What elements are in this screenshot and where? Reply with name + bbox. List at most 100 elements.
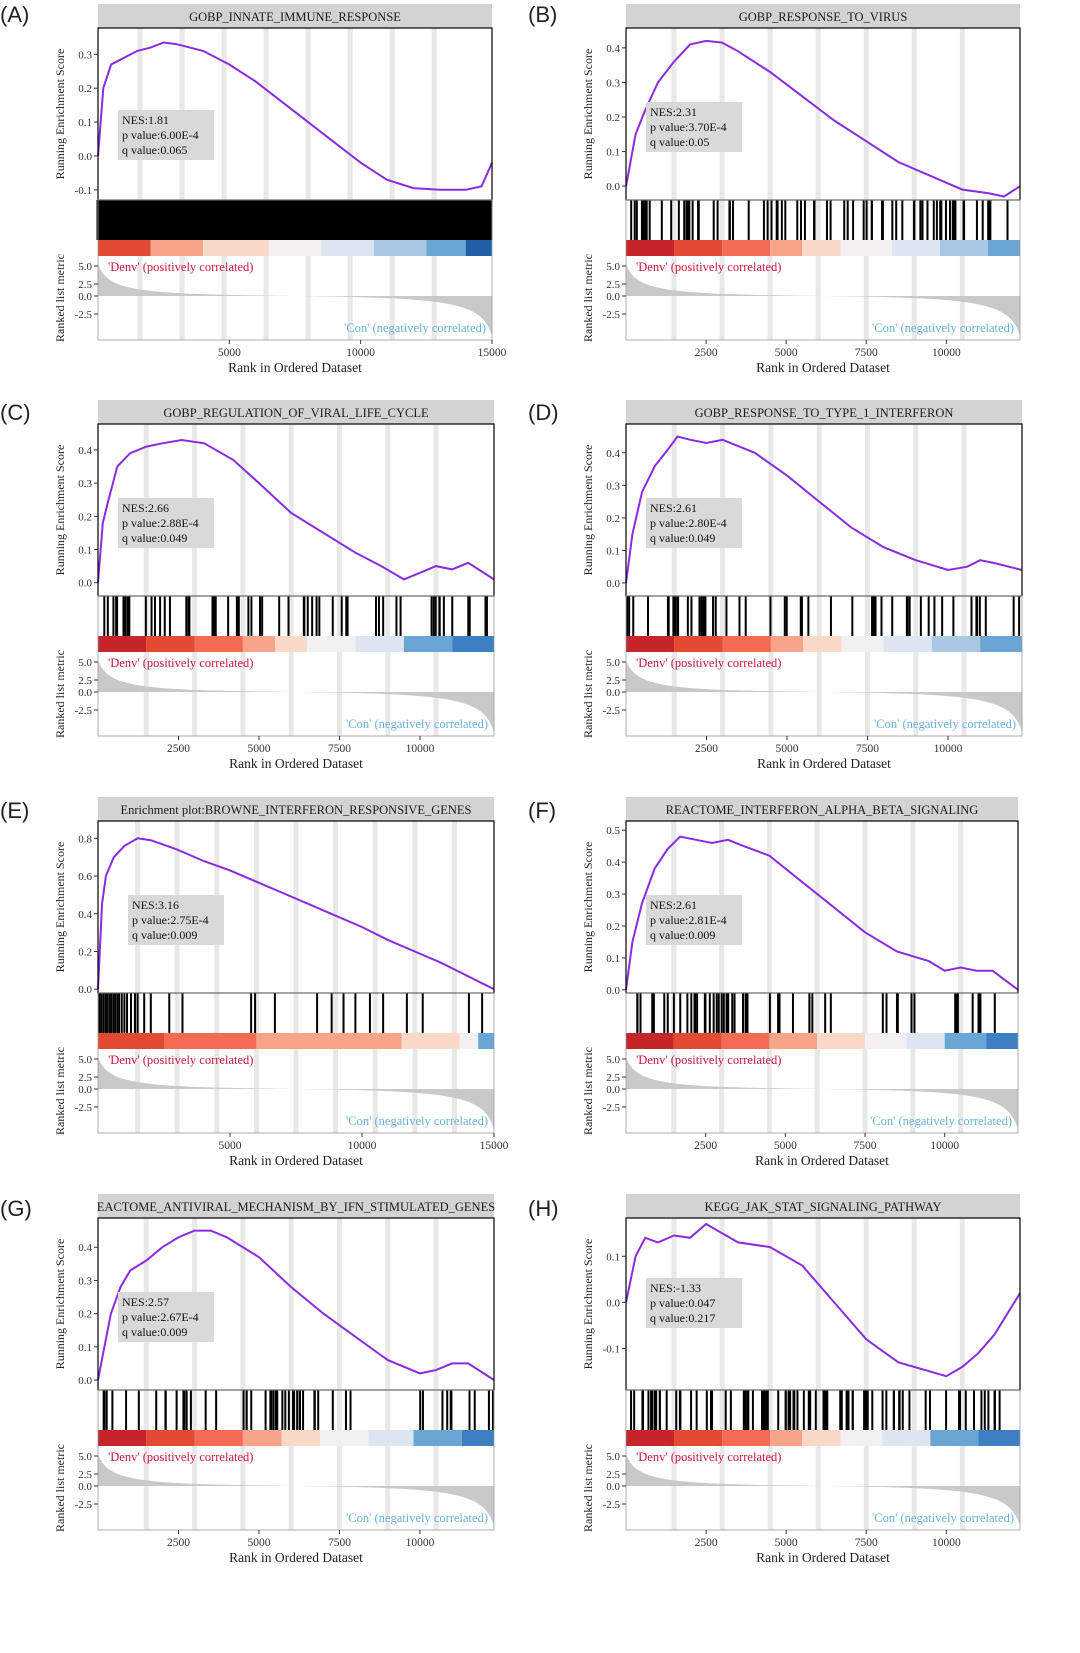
heat-block [150,240,204,256]
y-tick-label: 0.0 [78,151,92,163]
x-tick-label: 10000 [932,347,961,359]
y-tick-label: 0.2 [606,921,620,933]
panel-title: REACTOME_INTERFERON_ALPHA_BETA_SIGNALING [666,803,979,817]
stats-line: q value:0.009 [650,928,715,942]
x-tick-label: 5000 [775,743,798,755]
y-tick-label: 0.1 [78,117,92,129]
denv-label: 'Denv' (positively correlated) [108,1450,253,1464]
heat-block [674,1430,723,1446]
stats-box: NES:2.31p value:3.70E-4q value:0.05 [646,102,742,152]
metric-tick-label: 5.0 [606,657,620,669]
x-tick-label: 5000 [247,1537,270,1549]
y-tick-label: 0.4 [606,43,620,55]
heat-block [803,636,842,652]
x-tick-label: 10000 [406,743,435,755]
metric-frame [97,199,493,341]
x-axis-label: Rank in Ordered Dataset [229,756,363,771]
stats-line: p value:3.70E-4 [650,120,727,134]
gsea-panel-d: (D) GOBP_RESPONSE_TO_TYPE_1_INTERFERON 0.4… [528,400,1023,771]
es-axis-label: Running Enrichment Score [581,49,595,180]
metric-axis-label: Ranked list metric [581,1047,595,1135]
es-axis-label: Running Enrichment Score [581,1239,595,1370]
heat-block [242,636,276,652]
panel-label: (C) [0,400,31,425]
gsea-panel-e: (E) Enrichment plot:BROWNE_INTERFERON_RES… [0,797,509,1168]
gsea-panel-b: (B) GOBP_RESPONSE_TO_VIRUS 0.4 0.3 0.2 0.1 0.0… [528,2,1021,375]
stats-line: NES:2.66 [122,501,169,515]
rank-heatmap [626,1033,1018,1049]
heat-block [242,1430,282,1446]
metric-tick-label: 5.0 [78,261,92,273]
metric-tick-label: 2.5 [606,675,620,687]
stats-line: p value:2.88E-4 [122,516,199,530]
stats-line: q value:0.009 [122,1325,187,1339]
heat-block [98,1430,147,1446]
panel-title: GOBP_RESPONSE_TO_VIRUS [739,10,908,24]
heat-block [281,1430,321,1446]
y-tick-label: 0.6 [78,871,92,883]
title-strip [98,400,494,424]
heat-block [626,1033,674,1049]
heat-block [459,1033,479,1049]
metric-axis-label: Ranked list metric [581,1444,595,1532]
metric-tick-label: 0.0 [606,687,620,699]
panel-label: (E) [0,798,29,823]
heat-block [626,636,675,652]
stats-bg [646,102,742,152]
enrichment-curve [97,837,495,991]
heat-block [194,1430,243,1446]
stats-line: NES:2.31 [650,105,697,119]
gsea-panel-h: (H) KEGG_JAK_STAT_SIGNALING_PATHWAY 0.1 0.0… [528,1194,1021,1565]
heat-block [373,240,427,256]
es-axis-label: Running Enrichment Score [581,842,595,973]
hit-marks [626,596,1021,636]
enrichment-curve [625,835,1019,991]
stats-line: p value:2.81E-4 [650,913,727,927]
metric-frame [97,992,495,1134]
panel-label: (D) [528,400,559,425]
heat-block [194,636,243,652]
metric-tick-label: 5.0 [606,261,620,273]
stats-bg [646,498,742,548]
x-tick-label: 10000 [930,1140,959,1152]
heat-block [865,1033,907,1049]
enrichment-curve [97,41,493,191]
stats-bg [118,1292,214,1342]
metric-tick-label: 0.0 [606,1084,620,1096]
stats-line: q value:0.049 [650,531,715,545]
x-tick-label: 10000 [934,743,963,755]
x-axis-label: Rank in Ordered Dataset [229,1153,363,1168]
heat-block [268,240,322,256]
rank-heatmap [626,240,1020,256]
metric-frame [97,595,495,737]
metric-tick-label: -2.5 [603,309,621,321]
x-tick-label: 2500 [695,1537,718,1549]
metric-tick-label: 0.0 [606,1481,620,1493]
stats-line: p value:0.047 [650,1296,715,1310]
metric-tick-label: 0.0 [78,1084,92,1096]
heat-block [770,636,804,652]
metric-tick-label: 5.0 [78,1054,92,1066]
hit-marks [630,1390,1001,1430]
heat-block [944,1033,987,1049]
y-tick-label: 0.0 [606,181,620,193]
x-tick-label: 5000 [774,1140,797,1152]
heat-block [986,1033,1018,1049]
metric-tick-label: -2.5 [75,309,93,321]
metric-tick-label: -2.5 [75,705,93,717]
gsea-panel-f: (F) REACTOME_INTERFERON_ALPHA_BETA_SIGNAL… [528,797,1019,1168]
heat-block [722,1430,771,1446]
heat-block [146,1430,195,1446]
stats-line: q value:0.049 [122,531,187,545]
stats-line: NES:2.61 [650,501,697,515]
x-tick-label: 5000 [775,1537,798,1549]
y-tick-label: 0.2 [606,112,620,124]
metric-tick-label: 2.5 [78,1072,92,1084]
y-tick-label: 0.1 [606,147,620,159]
panel-title: KEGG_JAK_STAT_SIGNALING_PATHWAY [705,1200,942,1214]
heat-block [461,1430,494,1446]
y-tick-label: 0.4 [606,857,620,869]
y-tick-label: 0.5 [606,825,620,837]
metric-frame [625,199,1021,341]
